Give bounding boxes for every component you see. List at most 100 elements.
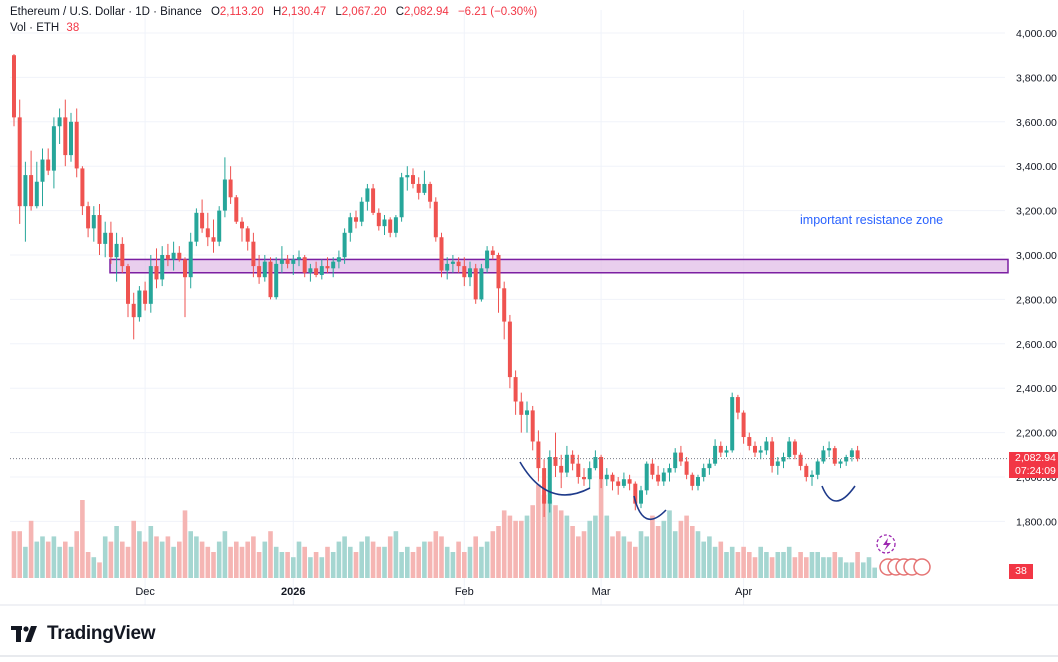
candle-body — [599, 457, 604, 480]
candle-body — [582, 477, 586, 480]
volume-bar — [473, 536, 478, 578]
candle-body — [735, 397, 740, 413]
volume-bar — [182, 510, 188, 578]
candle-body — [348, 217, 353, 233]
volume-legend: Vol · ETH 38 — [10, 20, 537, 36]
volume-bar — [91, 557, 97, 578]
volume-bar — [484, 541, 490, 578]
volume-bar — [382, 546, 387, 578]
candle-body — [456, 261, 461, 267]
candle-body — [576, 463, 581, 477]
candle-body — [473, 268, 478, 300]
price-tick-label: 3,600.00 — [1016, 117, 1057, 129]
volume-bar — [735, 552, 741, 578]
candle-body — [46, 159, 51, 171]
volume-bar — [222, 531, 228, 578]
volume-bar — [804, 557, 809, 578]
volume-bar — [621, 536, 627, 578]
volume-bar — [234, 541, 239, 578]
volume-bar — [843, 562, 849, 578]
candle-body — [810, 474, 814, 477]
volume-bar — [245, 541, 250, 578]
candle-body — [553, 457, 558, 466]
candle-body — [758, 450, 763, 453]
volume-bar — [519, 520, 524, 578]
candle-body — [257, 266, 262, 278]
volume-bar — [690, 526, 695, 578]
volume-bar — [302, 546, 307, 578]
volume-bar — [142, 541, 148, 578]
volume-bar — [615, 531, 621, 578]
volume-bar — [479, 546, 484, 578]
volume-bar — [855, 552, 860, 578]
volume-bar — [667, 510, 672, 578]
volume-bar — [199, 541, 205, 578]
candle-body — [855, 450, 860, 459]
candle-body — [804, 465, 809, 477]
volume-bar — [68, 546, 74, 578]
volume-bar — [194, 536, 199, 578]
volume-bar — [296, 541, 302, 578]
price-tick-label: 2,600.00 — [1016, 339, 1057, 351]
volume-bar — [547, 500, 553, 578]
candle-body — [382, 219, 387, 227]
time-axis[interactable]: Dec 2026 Feb Mar Apr — [135, 586, 752, 598]
candle-body — [422, 183, 427, 193]
last-price-tag: 2,082.94 — [1009, 452, 1058, 465]
candle-body — [564, 454, 569, 473]
candle-body — [331, 261, 336, 269]
candle-body — [359, 201, 364, 222]
event-icons[interactable] — [876, 534, 931, 576]
candle-body — [644, 463, 649, 491]
candle-body — [23, 175, 28, 207]
candle-body — [656, 474, 661, 482]
candle-body — [371, 188, 376, 213]
countdown-tag: 07:24:09 — [1009, 465, 1058, 478]
candle-body — [251, 241, 256, 267]
candle-body — [211, 237, 216, 242]
candle-body — [108, 232, 113, 258]
candle-body — [570, 454, 575, 464]
volume-bar — [769, 557, 775, 578]
resistance-zone[interactable] — [109, 258, 1009, 274]
candle-body — [268, 261, 273, 298]
volume-bar — [764, 552, 769, 578]
candle-body — [40, 159, 45, 182]
resistance-annotation[interactable]: important resistance zone — [800, 213, 944, 227]
flag-event-icon[interactable] — [913, 558, 931, 576]
candle-body — [587, 468, 592, 480]
lightning-icon[interactable] — [876, 534, 896, 554]
pattern-curve — [821, 485, 856, 502]
candle-body — [354, 217, 358, 222]
volume-bar — [416, 546, 421, 578]
candle-body — [17, 117, 22, 207]
volume-bar — [792, 557, 798, 578]
candle-body — [696, 477, 700, 486]
volume-label[interactable]: Vol · ETH — [10, 22, 60, 34]
volume-bar — [701, 541, 706, 578]
candle-body — [730, 397, 735, 451]
tradingview-logo-icon — [11, 626, 37, 642]
candle-body — [513, 377, 518, 402]
candle-body — [388, 219, 393, 233]
candle-body — [827, 448, 832, 451]
candle-body — [439, 237, 444, 271]
pattern-curves[interactable] — [519, 461, 856, 521]
bolt-glyph-icon — [883, 538, 891, 551]
candle-body — [519, 401, 524, 415]
volume-bar — [781, 552, 786, 578]
candle-body — [604, 474, 609, 480]
price-tick-label: 2,400.00 — [1016, 383, 1057, 395]
candle-body — [684, 461, 689, 475]
candle-body — [559, 465, 564, 473]
symbol-title[interactable]: Ethereum / U.S. Dollar · 1D · Binance — [10, 6, 202, 18]
candle-body — [821, 450, 826, 462]
price-tick-label: 3,000.00 — [1016, 250, 1057, 262]
volume-bar — [34, 541, 40, 578]
candle-body — [490, 250, 495, 255]
candle-body — [428, 183, 433, 202]
candle-body — [342, 232, 347, 258]
volume-bars — [11, 479, 877, 578]
tradingview-logo[interactable]: TradingView — [11, 622, 156, 646]
